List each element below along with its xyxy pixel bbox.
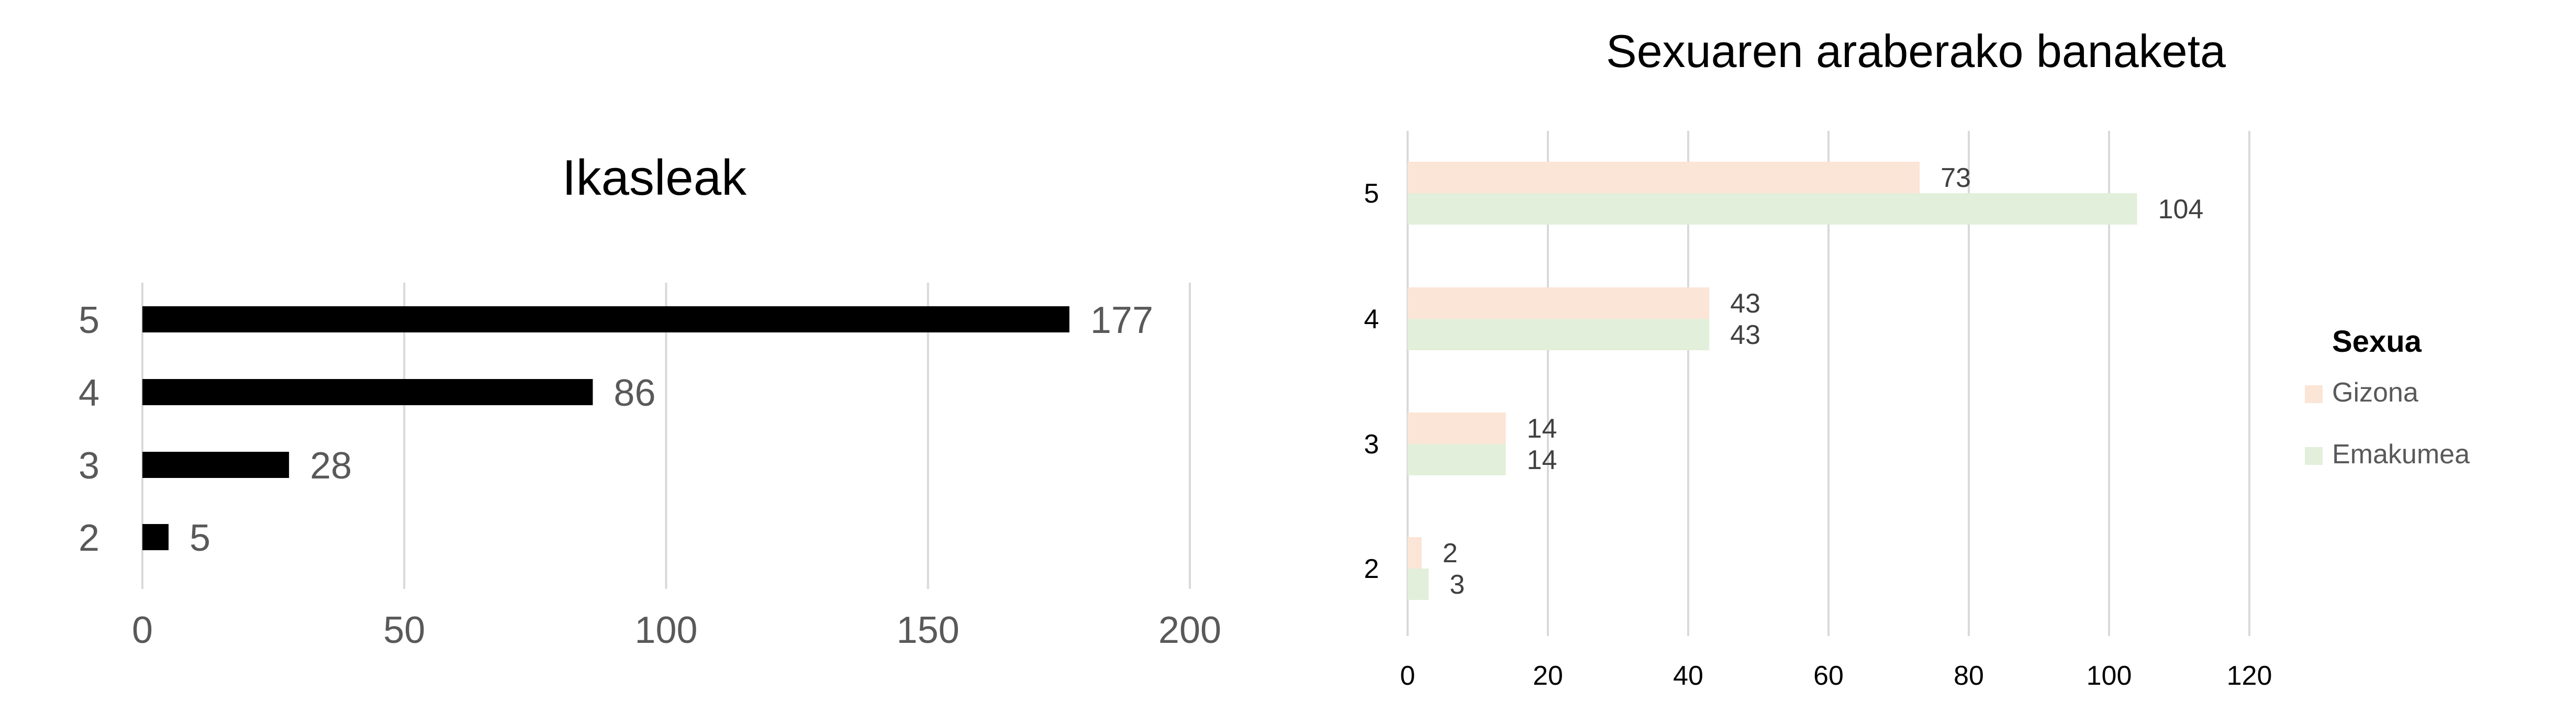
legend-label-emakumea: Emakumea <box>2332 439 2470 470</box>
data-label: 86 <box>614 372 655 414</box>
chart-bars <box>1408 162 2137 600</box>
data-label: 2 <box>1443 538 1458 569</box>
bar-emakumea-3 <box>1408 444 1506 475</box>
data-label: 43 <box>1730 288 1760 319</box>
chart-data-labels: 5 28 86 177 <box>189 299 1153 559</box>
x-tick-label: 0 <box>1400 661 1415 691</box>
category-label: 2 <box>1364 554 1379 584</box>
bar-4 <box>142 379 593 405</box>
x-tick-label: 100 <box>634 609 697 651</box>
bar-emakumea-2 <box>1408 569 1429 600</box>
x-tick-label: 50 <box>383 609 425 651</box>
chart-category-labels: 2 3 4 5 <box>1364 179 1379 584</box>
data-label: 14 <box>1527 445 1557 475</box>
chart-ikasleak: Ikasleak 5 28 86 177 2 3 4 5 0 50 100 150 200 <box>79 150 1221 651</box>
chart-title: Ikasleak <box>562 150 747 206</box>
chart-x-tick-labels: 0 50 100 150 200 <box>132 609 1221 651</box>
chart-legend: Sexua Gizona Emakumea <box>2305 325 2470 470</box>
chart-title: Sexuaren araberako banaketa <box>1606 25 2226 77</box>
chart-category-labels: 2 3 4 5 <box>79 299 99 559</box>
bar-gizona-2 <box>1408 537 1422 569</box>
legend-label-gizona: Gizona <box>2332 377 2418 408</box>
data-label: 14 <box>1527 414 1557 444</box>
data-label: 5 <box>189 517 210 559</box>
bar-gizona-5 <box>1408 162 1920 193</box>
data-label: 73 <box>1941 163 1971 193</box>
category-label: 4 <box>1364 304 1379 335</box>
bar-3 <box>142 452 289 478</box>
x-tick-label: 60 <box>1813 661 1844 691</box>
data-label: 177 <box>1090 299 1153 341</box>
category-label: 2 <box>79 517 99 559</box>
x-tick-label: 20 <box>1533 661 1563 691</box>
x-tick-label: 80 <box>1954 661 1984 691</box>
legend-swatch-gizona <box>2305 385 2323 403</box>
data-label: 104 <box>2158 194 2204 225</box>
bar-gizona-3 <box>1408 413 1506 444</box>
data-label: 3 <box>1449 570 1465 600</box>
bar-2 <box>142 524 169 550</box>
data-label: 28 <box>310 445 352 487</box>
x-tick-label: 150 <box>897 609 960 651</box>
x-tick-label: 40 <box>1673 661 1703 691</box>
category-label: 3 <box>1364 429 1379 460</box>
category-label: 5 <box>79 299 99 341</box>
chart-bars <box>142 306 1069 550</box>
chart-x-tick-labels: 0 20 40 60 80 100 120 <box>1400 661 2272 691</box>
data-label: 43 <box>1730 320 1760 350</box>
category-label: 4 <box>79 372 99 414</box>
x-tick-label: 0 <box>132 609 153 651</box>
bar-emakumea-5 <box>1408 193 2137 225</box>
legend-swatch-emakumea <box>2305 447 2323 465</box>
bar-gizona-4 <box>1408 287 1710 319</box>
x-tick-label: 120 <box>2227 661 2272 691</box>
x-tick-label: 200 <box>1158 609 1221 651</box>
x-tick-label: 100 <box>2087 661 2132 691</box>
category-label: 5 <box>1364 179 1379 209</box>
category-label: 3 <box>79 445 99 487</box>
bar-5 <box>142 306 1069 332</box>
chart-sexuaren-araberako-banaketa: Sexuaren araberako banaketa 231414434373… <box>1364 25 2470 691</box>
legend-title: Sexua <box>2332 325 2422 359</box>
bar-emakumea-4 <box>1408 319 1710 350</box>
